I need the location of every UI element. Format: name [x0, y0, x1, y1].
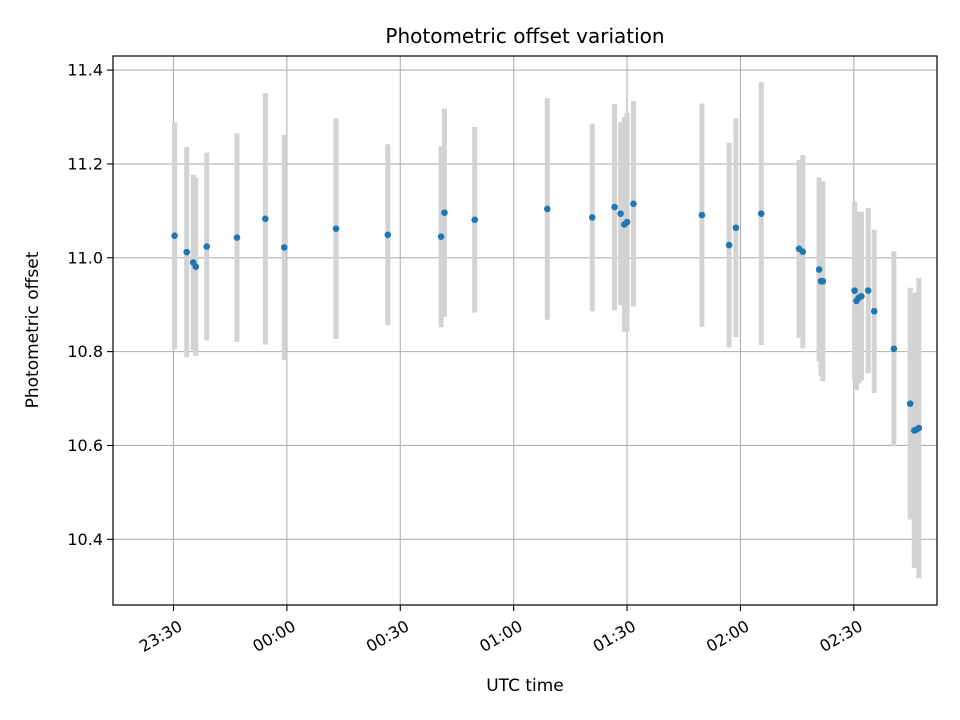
- data-point: [471, 216, 479, 224]
- data-point: [192, 263, 200, 270]
- data-point: [588, 214, 596, 221]
- data-point: [171, 232, 178, 240]
- data-point: [437, 233, 445, 240]
- data-point: [280, 244, 288, 251]
- data-point: [332, 225, 340, 232]
- data-point: [819, 277, 827, 285]
- data-point: [262, 215, 269, 223]
- plot-frame: [112, 55, 938, 606]
- data-point: [915, 424, 923, 432]
- data-points: [171, 200, 923, 434]
- data-point: [611, 203, 618, 211]
- data-point: [233, 234, 241, 241]
- data-point: [698, 211, 706, 219]
- data-point: [630, 200, 637, 208]
- y-tick-label: 11.2: [67, 154, 103, 173]
- y-axis-label: Photometric offset: [23, 251, 43, 408]
- data-point: [890, 345, 898, 353]
- data-point: [183, 248, 191, 256]
- data-point: [757, 210, 765, 217]
- data-point: [544, 205, 551, 213]
- y-tick-label: 10.4: [67, 530, 103, 549]
- data-point: [851, 287, 858, 294]
- x-axis-label: UTC time: [486, 676, 564, 696]
- data-point: [732, 224, 740, 232]
- y-axis: 10.4 10.6 10.8 11.0 11.2 11.4: [67, 61, 113, 549]
- data-point: [870, 307, 878, 315]
- chart-title: Photometric offset variation: [385, 24, 664, 48]
- y-tick-label: 10.8: [67, 342, 103, 361]
- data-point: [799, 248, 807, 255]
- data-point: [725, 241, 733, 249]
- y-tick-label: 11.0: [67, 248, 103, 267]
- data-point: [864, 287, 872, 294]
- data-point: [858, 292, 865, 300]
- data-point: [384, 231, 392, 239]
- data-point: [203, 243, 211, 250]
- data-point: [815, 266, 823, 273]
- y-tick-label: 11.4: [67, 61, 103, 80]
- data-point: [623, 218, 631, 226]
- data-point: [906, 400, 914, 408]
- data-point: [441, 209, 448, 217]
- data-point: [617, 210, 624, 217]
- y-tick-label: 10.6: [67, 436, 103, 455]
